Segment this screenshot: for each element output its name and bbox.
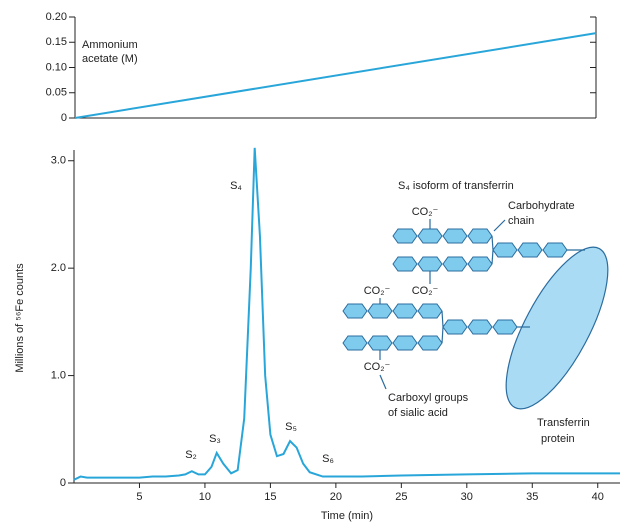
protein-label: Transferrin [537,417,590,429]
y-tick-label: 1.0 [51,369,66,381]
sugar [392,228,418,244]
link [441,310,444,328]
sugar [392,335,418,351]
peak-label: S₃ [209,433,221,445]
x-tick-label: 10 [199,491,211,503]
peak-label: S₆ [322,453,334,465]
sialic-label: Carboxyl groups [388,392,469,404]
sialic-label: of sialic acid [388,407,448,419]
x-tick-label: 25 [395,491,407,503]
sugar [517,242,543,258]
carboxyl-label: CO₂⁻ [412,285,439,297]
sugar [417,303,443,319]
sugar [417,256,443,272]
data-line [73,147,620,481]
sugar [367,335,393,351]
y-label: acetate (M) [82,53,138,65]
x-label: Time (min) [321,510,373,522]
carboxyl-label: CO₂⁻ [364,361,391,373]
sugar [492,242,518,258]
link [491,249,494,265]
sugar [467,319,493,335]
y-tick-label: 0.05 [46,87,67,99]
carboxyl-label: CO₂⁻ [412,206,439,218]
carbohydrate-label: chain [508,215,534,227]
sugar [442,256,468,272]
sugar [442,319,468,335]
link [441,326,444,344]
y-label: Millions of ⁵⁶Fe counts [14,263,26,373]
y-tick-label: 0 [61,112,67,124]
sugar [417,228,443,244]
carbohydrate-label: Carbohydrate [508,200,575,212]
sugar [467,256,493,272]
data-line [74,32,597,119]
x-tick-label: 5 [136,491,142,503]
sugar [367,303,393,319]
transferrin-diagram: S₄ isoform of transferrin Carbohydrate cha… [342,180,609,445]
y-label: Ammonium [82,39,138,51]
sugar [342,303,368,319]
x-tick-label: 35 [526,491,538,503]
sugar [492,319,518,335]
peak-label: S₂ [185,449,197,461]
sugar [417,335,443,351]
sugar [342,335,368,351]
sugar [542,242,568,258]
x-tick-label: 30 [461,491,473,503]
link [491,235,494,251]
protein-label: protein [541,433,575,445]
link [379,374,387,390]
sugar [392,303,418,319]
link [493,219,506,232]
y-tick-label: 3.0 [51,155,66,167]
sugar [442,228,468,244]
carboxyl-label: CO₂⁻ [364,285,391,297]
sugar [467,228,493,244]
y-tick-label: 0 [60,477,66,489]
y-tick-label: 0.20 [46,11,67,23]
x-tick-label: 15 [264,491,276,503]
x-tick-label: 40 [592,491,604,503]
peak-label: S₅ [285,421,297,433]
protein [505,246,609,410]
sugar [392,256,418,272]
y-tick-label: 0.10 [46,61,67,73]
y-tick-label: 2.0 [51,262,66,274]
x-tick-label: 20 [330,491,342,503]
diagram-title: S₄ isoform of transferrin [398,180,514,192]
y-tick-label: 0.15 [46,36,67,48]
peak-label: S₄ [230,180,242,192]
